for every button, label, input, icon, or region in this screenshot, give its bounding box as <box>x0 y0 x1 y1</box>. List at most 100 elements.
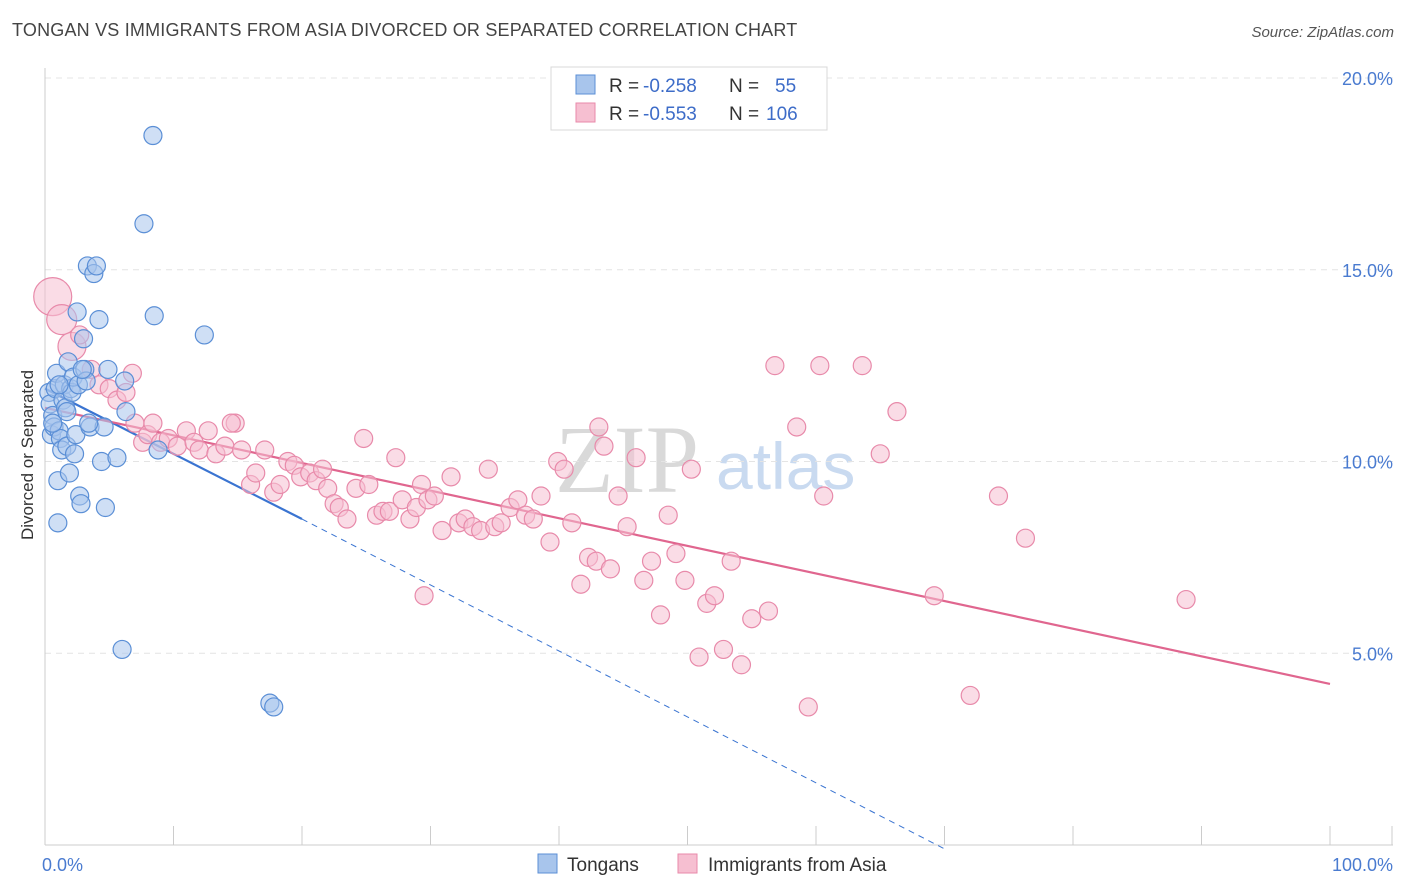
tongans-point <box>73 329 94 349</box>
asia-point <box>189 440 209 460</box>
x-tick-label: 0.0% <box>42 855 83 875</box>
asia-point <box>379 501 399 521</box>
tongans-point <box>89 310 109 330</box>
asia-point <box>810 356 830 376</box>
legend-swatch-asia <box>575 102 596 123</box>
tongans-point <box>95 497 115 518</box>
asia-point <box>960 685 980 706</box>
asia-point <box>634 570 654 590</box>
asia-point <box>626 448 646 468</box>
asia-point <box>988 486 1009 506</box>
asia-point <box>1015 528 1036 548</box>
legend-bottom-swatch-tongans <box>537 853 558 874</box>
asia-point <box>554 459 574 479</box>
legend-n-label-2: N = <box>729 104 759 125</box>
legend-r-label-2: R = <box>609 104 639 125</box>
axes <box>44 68 1393 846</box>
asia-point <box>571 574 591 594</box>
source-attribution: Source: ZipAtlas.com <box>1251 24 1394 41</box>
asia-point <box>478 459 498 479</box>
asia-point <box>312 459 333 479</box>
tongans-trend-extension <box>301 518 945 850</box>
asia-point <box>508 490 528 510</box>
tongans-point <box>98 359 118 380</box>
asia-point <box>414 586 434 606</box>
asia-point <box>641 551 662 571</box>
tongans-point <box>43 413 63 433</box>
asia-point <box>562 513 582 533</box>
tongans-point <box>112 639 132 660</box>
tongans-point <box>64 444 85 464</box>
asia-point <box>594 436 614 456</box>
asia-point <box>681 459 701 479</box>
asia-point <box>589 417 609 437</box>
asia-point <box>731 655 752 675</box>
asia-point <box>441 467 461 487</box>
y-axis-label: Divorced or Separated <box>18 370 37 540</box>
tongans-point <box>59 463 80 483</box>
tongans-point <box>79 413 99 433</box>
asia-point <box>617 517 637 537</box>
legend-bottom-label-tongans: Tongans <box>567 855 639 876</box>
legend-r-label-1: R = <box>609 76 639 97</box>
asia-point <box>215 436 235 456</box>
asia-point <box>221 413 241 433</box>
asia-point <box>758 601 779 621</box>
y-tick-label: 15.0% <box>1342 261 1393 281</box>
tongans-point <box>48 513 68 533</box>
correlation-legend: R = -0.258 N = 55 R = -0.553 N = 106 <box>550 66 828 131</box>
legend-swatch-tongans <box>575 74 596 95</box>
grid-lines <box>45 77 1393 654</box>
legend-bottom-swatch-asia <box>677 853 698 874</box>
asia-point <box>675 570 695 590</box>
asia-point <box>852 356 872 376</box>
watermark-atlas: atlas <box>716 429 855 503</box>
asia-point <box>787 417 807 437</box>
legend-n-value-2: 106 <box>766 104 798 125</box>
asia-point <box>870 444 890 464</box>
y-tick-label: 20.0% <box>1342 69 1393 89</box>
tongans-point <box>264 697 284 717</box>
tongans-point <box>115 371 135 391</box>
y-tick-label: 10.0% <box>1342 453 1393 473</box>
asia-point <box>608 486 628 506</box>
tongans-point <box>71 494 91 514</box>
tongans-point <box>57 402 77 422</box>
asia-point <box>600 559 621 579</box>
x-tick-label: 100.0% <box>1332 855 1393 875</box>
asia-point <box>424 486 444 506</box>
legend-n-label-1: N = <box>729 76 759 97</box>
tongans-point <box>194 325 214 345</box>
y-tick-label: 5.0% <box>1352 644 1393 664</box>
asia-point <box>359 474 379 495</box>
tongans-point <box>116 402 136 422</box>
asia-point <box>689 647 709 667</box>
asia-point <box>143 413 163 433</box>
asia-point <box>255 440 275 460</box>
asia-point <box>491 513 511 533</box>
asia-point <box>713 639 734 660</box>
tongans-point <box>49 375 69 395</box>
asia-point <box>742 609 762 629</box>
asia-point <box>432 520 452 541</box>
series-legend: Tongans Immigrants from Asia <box>537 853 887 876</box>
asia-point <box>1176 589 1196 610</box>
tick-labels: 5.0% 10.0% 15.0% 20.0% 0.0% 100.0% <box>42 69 1393 875</box>
legend-n-value-1: 55 <box>775 76 796 97</box>
data-points <box>33 125 1196 717</box>
tongans-point <box>148 440 168 460</box>
tongans-point <box>143 125 163 146</box>
asia-point <box>798 697 818 717</box>
asia-point <box>721 551 741 571</box>
tongans-point <box>144 306 164 326</box>
asia-point <box>924 586 944 606</box>
asia-point <box>814 486 834 506</box>
asia-point <box>354 428 374 449</box>
asia-point <box>704 586 725 606</box>
asia-point <box>337 509 357 529</box>
asia-point <box>232 440 252 460</box>
asia-point <box>270 474 290 495</box>
asia-point <box>658 505 678 525</box>
asia-point <box>523 509 543 529</box>
